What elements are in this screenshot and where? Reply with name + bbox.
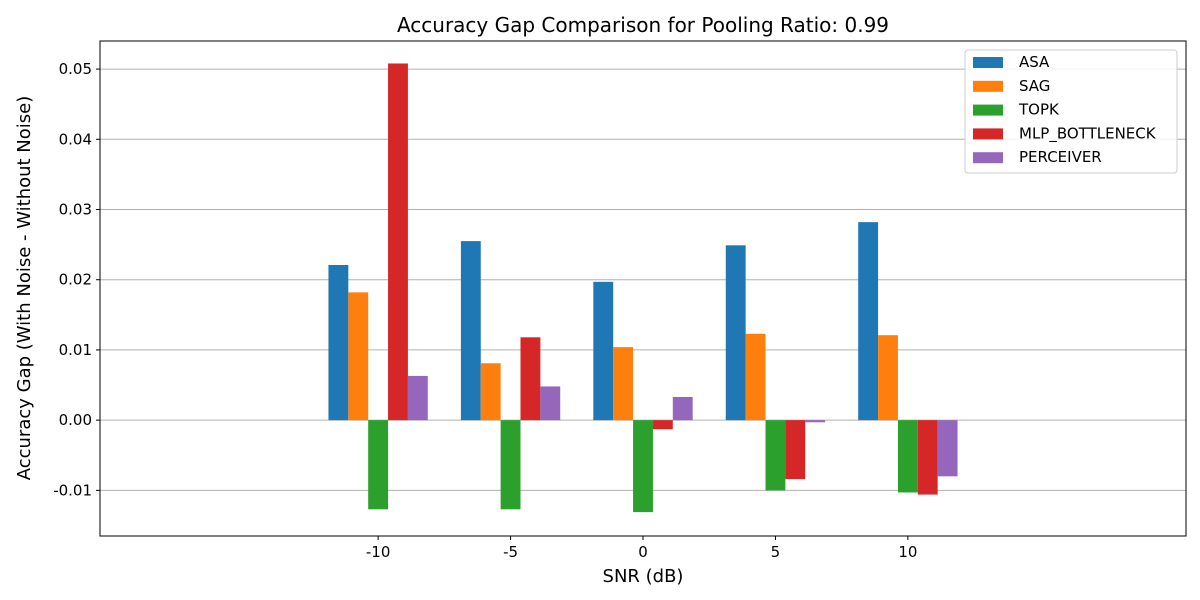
bar-mlp_bottleneck-0 (652, 420, 673, 430)
y-tick-label: 0.01 (59, 341, 92, 359)
y-tick-label: 0.05 (59, 60, 92, 78)
bars (328, 63, 958, 513)
bar-perceiver-5 (805, 420, 826, 423)
bar-asa-5 (725, 245, 746, 421)
legend-swatch (973, 104, 1003, 116)
bar-mlp_bottleneck--10 (388, 63, 408, 421)
y-tick-label: 0.04 (59, 130, 92, 148)
x-tick-label: 10 (898, 543, 917, 561)
y-tick-label: 0.03 (59, 201, 92, 219)
bar-sag-5 (745, 333, 766, 421)
legend-label: MLP_BOTTLENECK (1019, 124, 1157, 143)
x-axis-label: SNR (dB) (603, 566, 684, 587)
y-tick-label: 0.02 (59, 271, 92, 289)
bar-perceiver--5 (540, 386, 561, 421)
bar-asa--10 (328, 264, 349, 421)
bar-mlp_bottleneck-10 (917, 420, 938, 495)
legend-swatch (973, 80, 1003, 92)
bar-asa-10 (858, 222, 879, 421)
bar-asa--5 (460, 241, 481, 421)
legend: ASA SAG TOPK MLP_BOTTLENECK PERCEIVER (964, 49, 1178, 174)
legend-box (964, 49, 1178, 174)
legend-swatch (973, 57, 1003, 68)
legend-label: ASA (1019, 53, 1050, 71)
legend-label: PERCEIVER (1019, 148, 1102, 166)
bar-topk-5 (765, 420, 786, 491)
bar-sag-10 (878, 335, 898, 421)
legend-label: SAG (1019, 77, 1050, 95)
legend-swatch (973, 128, 1003, 140)
x-tick-label: 0 (638, 543, 648, 561)
bar-sag-0 (613, 347, 634, 421)
bar-perceiver-0 (672, 396, 693, 421)
chart-title: Accuracy Gap Comparison for Pooling Rati… (397, 13, 889, 37)
bar-sag--10 (348, 292, 369, 421)
y-tick-label: -0.01 (53, 481, 92, 499)
bar-topk-0 (633, 420, 653, 513)
x-tick-label: 5 (771, 543, 781, 561)
bar-topk--5 (500, 420, 521, 510)
y-axis-label: Accuracy Gap (With Noise - Without Noise… (14, 96, 35, 481)
y-ticks: -0.01 0.00 0.01 0.02 0.03 0.04 0.05 (53, 60, 100, 499)
bar-asa-0 (593, 281, 614, 421)
bar-perceiver-10 (937, 420, 958, 477)
y-tick-label: 0.00 (59, 411, 92, 429)
bar-sag--5 (480, 363, 501, 421)
bar-mlp_bottleneck--5 (520, 337, 541, 421)
x-ticks: -10 -5 0 5 10 (366, 536, 917, 561)
bar-topk--10 (368, 420, 389, 510)
bar-mlp_bottleneck-5 (785, 420, 806, 480)
legend-swatch (973, 152, 1003, 164)
gridlines (100, 68, 1186, 491)
bar-topk-10 (897, 420, 918, 493)
bar-perceiver--10 (407, 375, 428, 421)
x-tick-label: -10 (366, 543, 391, 561)
legend-label: TOPK (1018, 101, 1060, 119)
x-tick-label: -5 (503, 543, 518, 561)
